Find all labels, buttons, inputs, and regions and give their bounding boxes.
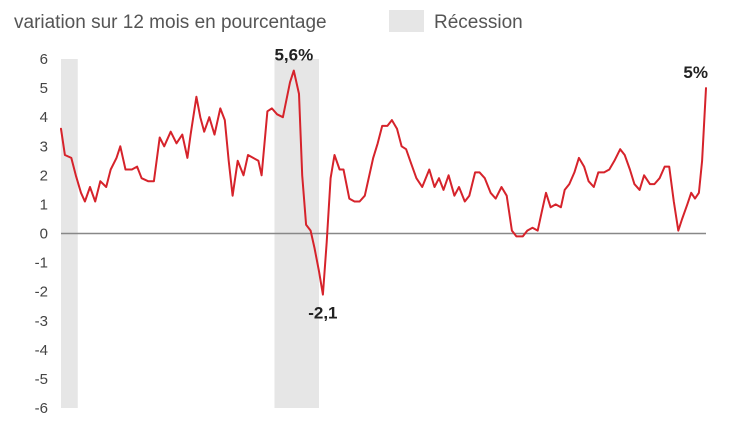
y-tick-label: 0 — [40, 226, 48, 243]
y-tick-label: -1 — [35, 255, 48, 272]
y-tick-label: 5 — [40, 80, 48, 97]
y-tick-label: -5 — [35, 371, 48, 388]
recession-legend-label: Récession — [434, 12, 523, 33]
annotations: 5,6% -2,1 5% — [274, 46, 708, 323]
chart-subtitle: variation sur 12 mois en pourcentage — [14, 12, 327, 33]
y-tick-label: 3 — [40, 138, 48, 155]
series-layer — [60, 69, 707, 296]
annotation-label: -2,1 — [308, 304, 337, 323]
y-tick-label: -3 — [35, 313, 48, 330]
y-tick-label: 1 — [40, 196, 48, 213]
y-tick-label: 2 — [40, 167, 48, 184]
y-axis: 6 5 4 3 2 1 0 -1 -2 -3 -4 -5 -6 — [35, 51, 706, 417]
y-tick-label: -4 — [35, 342, 48, 359]
y-tick-label: 4 — [40, 109, 48, 126]
series-line — [60, 69, 707, 296]
y-tick-label: -2 — [35, 284, 48, 301]
annotation-label: 5% — [683, 63, 708, 82]
annotation-label: 5,6% — [274, 46, 313, 65]
recession-legend-swatch — [389, 10, 424, 32]
y-tick-label: 6 — [40, 51, 48, 68]
y-tick-label: -6 — [35, 400, 48, 417]
